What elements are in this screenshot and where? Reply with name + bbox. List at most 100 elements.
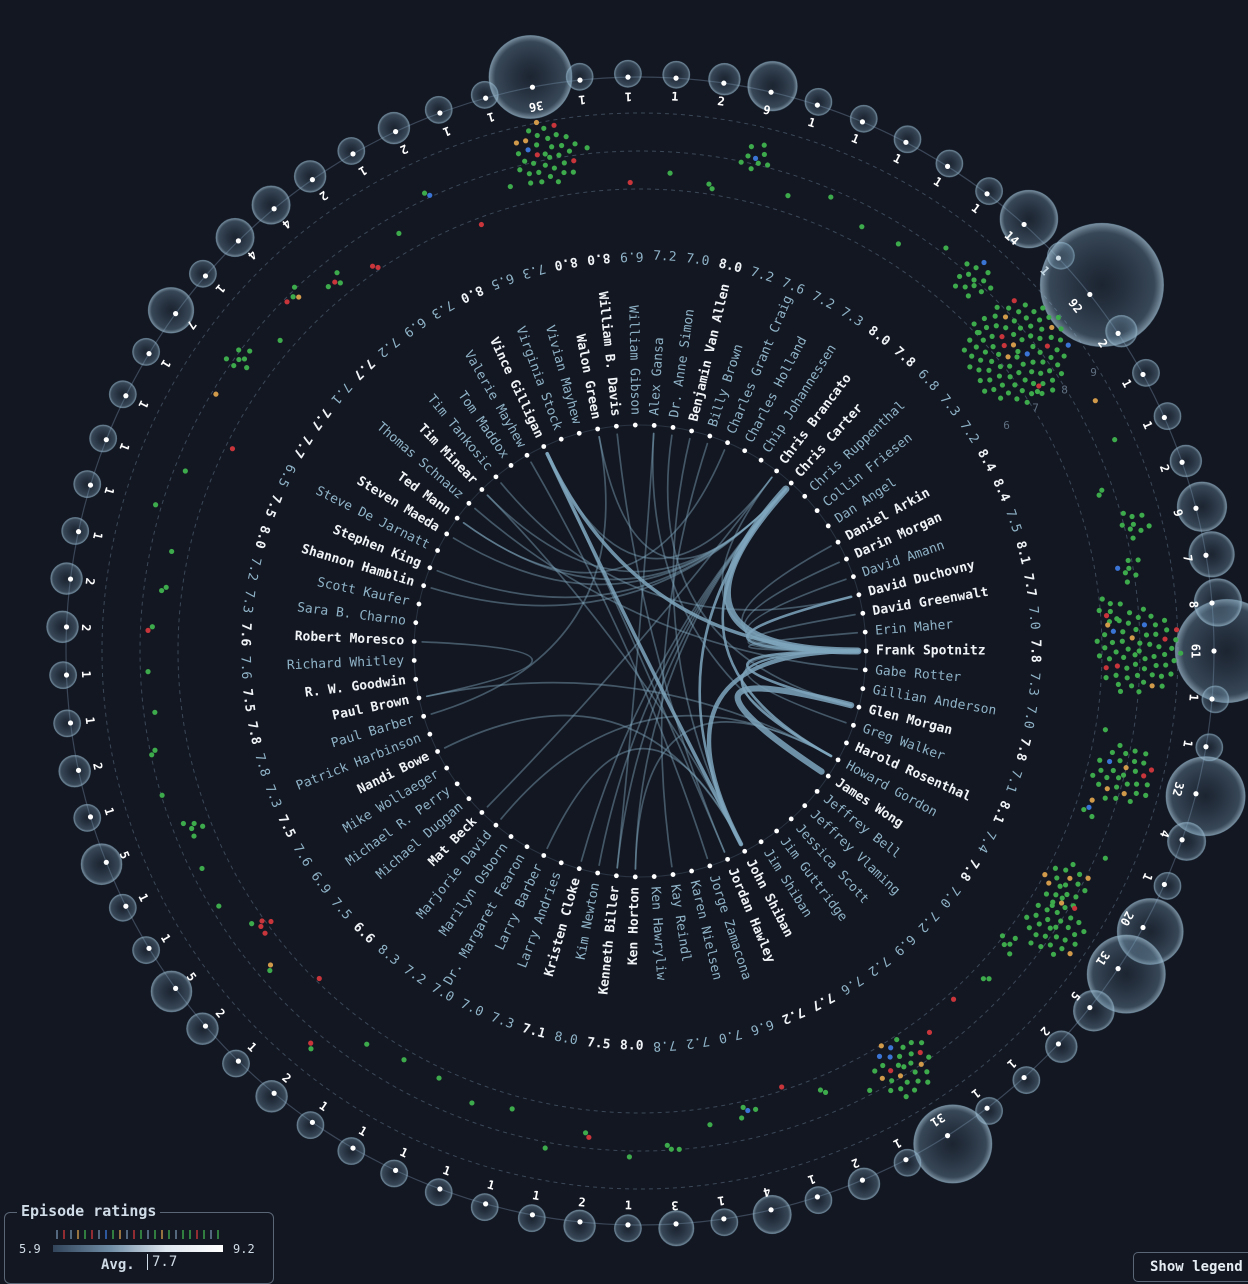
node-howard-gordon[interactable] xyxy=(835,757,841,763)
count-bubble-daniel-arkin[interactable] xyxy=(1131,358,1160,387)
writer-name-kay-reindl[interactable]: Kay Reindl xyxy=(667,883,693,963)
node-william-gibson[interactable] xyxy=(632,422,638,428)
node-patrick-harbinson[interactable] xyxy=(427,731,433,737)
writer-name-gabe-rotter[interactable]: Gabe Rotter xyxy=(875,663,962,685)
node-scott-kaufer[interactable] xyxy=(416,601,422,607)
node-paul-brown[interactable] xyxy=(416,695,422,701)
count-bubble-mike-wollaeger[interactable] xyxy=(132,936,161,965)
node-kay-reindl[interactable] xyxy=(670,872,676,877)
count-bubble-richard-whitley[interactable] xyxy=(49,661,78,690)
node-jordan-hawley[interactable] xyxy=(725,856,730,862)
node-jorge-zamacona[interactable] xyxy=(707,863,713,869)
node-valerie-mayhew[interactable] xyxy=(524,452,530,458)
count-bubble-larry-barber[interactable] xyxy=(380,1159,409,1188)
node-larry-andries[interactable] xyxy=(558,860,564,866)
node-kenneth-biller[interactable] xyxy=(613,873,619,879)
count-bubble-kay-reindl[interactable] xyxy=(710,1208,739,1237)
node-jim-shiban[interactable] xyxy=(758,839,764,845)
count-bubble-tom-maddox[interactable] xyxy=(293,160,327,193)
node-chris-brancato[interactable] xyxy=(774,468,780,474)
node-ken-hawryliw[interactable] xyxy=(651,874,657,879)
count-bubble-jeffrey-vlaming[interactable] xyxy=(1045,1030,1078,1063)
node-alex-gansa[interactable] xyxy=(651,423,657,428)
count-bubble-tim-tankosic[interactable] xyxy=(251,185,291,225)
node-r-w-goodwin[interactable] xyxy=(413,676,419,682)
node-gabe-rotter[interactable] xyxy=(862,667,868,673)
node-marjorie-david[interactable] xyxy=(493,822,499,828)
node-tim-tankosic[interactable] xyxy=(493,474,499,480)
count-bubble-scott-kaufer[interactable] xyxy=(61,516,90,545)
node-mat-beck[interactable] xyxy=(479,810,485,815)
writer-name-william-gibson[interactable]: William Gibson xyxy=(625,305,642,415)
count-bubble-kristen-cloke[interactable] xyxy=(470,1193,499,1222)
node-glen-morgan[interactable] xyxy=(856,704,862,710)
node-collin-friesen[interactable] xyxy=(814,508,820,514)
node-richard-whitley[interactable] xyxy=(411,658,417,663)
node-marilyn-osborn[interactable] xyxy=(508,834,514,839)
count-bubble-jeffrey-bell[interactable] xyxy=(1072,989,1115,1032)
node-benjamin-van-allen[interactable] xyxy=(689,428,695,434)
node-david-amann[interactable] xyxy=(851,574,856,580)
node-karen-nielsen[interactable] xyxy=(689,868,695,874)
count-bubble-shannon-hamblin[interactable] xyxy=(73,470,102,499)
count-bubble-david-greenwalt[interactable] xyxy=(1188,531,1235,578)
node-greg-walker[interactable] xyxy=(851,722,856,728)
node-charles-holland[interactable] xyxy=(742,448,748,454)
writer-name-erin-maher[interactable]: Erin Maher xyxy=(875,617,954,639)
node-steven-maeda[interactable] xyxy=(444,531,450,537)
count-bubble-ted-mann[interactable] xyxy=(147,287,195,334)
node-gillian-anderson[interactable] xyxy=(860,686,866,692)
count-bubble-billy-brown[interactable] xyxy=(804,87,833,116)
node-erin-maher[interactable] xyxy=(862,629,868,635)
node-kim-newton[interactable] xyxy=(595,870,601,876)
node-larry-barber[interactable] xyxy=(541,853,547,858)
count-bubble-darin-morgan[interactable] xyxy=(1153,402,1182,431)
count-bubble-thomas-schnauz[interactable] xyxy=(188,259,217,288)
count-bubble-chip-johannessen[interactable] xyxy=(935,149,964,178)
node-walon-green[interactable] xyxy=(595,426,601,432)
node-sara-b-charno[interactable] xyxy=(413,620,419,626)
count-bubble-john-shiban[interactable] xyxy=(893,1148,922,1177)
count-bubble-mat-beck[interactable] xyxy=(222,1049,251,1078)
writer-name-richard-whitley[interactable]: Richard Whitley xyxy=(287,653,405,673)
count-bubble-valerie-mayhew[interactable] xyxy=(337,136,366,165)
count-bubble-karen-nielsen[interactable] xyxy=(752,1194,792,1235)
count-bubble-david-amann[interactable] xyxy=(1169,444,1203,478)
node-billy-brown[interactable] xyxy=(707,433,713,439)
node-chris-ruppenthal[interactable] xyxy=(802,493,808,499)
node-jessica-scott[interactable] xyxy=(788,816,794,822)
writer-name-ken-horton[interactable]: Ken Horton xyxy=(626,887,643,966)
node-jim-guttridge[interactable] xyxy=(774,828,780,834)
count-bubble-erin-maher[interactable] xyxy=(1193,578,1243,627)
count-bubble-alex-gansa[interactable] xyxy=(662,60,691,89)
count-bubble-jordan-hawley[interactable] xyxy=(847,1167,881,1201)
count-bubble-michael-r-perry[interactable] xyxy=(150,970,193,1013)
node-stephen-king[interactable] xyxy=(427,565,433,571)
count-bubble-r-w-goodwin[interactable] xyxy=(53,709,82,738)
count-bubble-kim-newton[interactable] xyxy=(517,1204,546,1233)
node-jeffrey-vlaming[interactable] xyxy=(802,803,808,809)
node-frank-spotnitz[interactable] xyxy=(863,648,869,654)
node-nandi-bowe[interactable] xyxy=(435,749,440,754)
node-charles-grant-craig[interactable] xyxy=(725,440,730,446)
node-mike-wollaeger[interactable] xyxy=(444,765,450,771)
node-dan-angel[interactable] xyxy=(825,523,831,529)
writer-name-alex-gansa[interactable]: Alex Gansa xyxy=(647,337,667,416)
count-bubble-marilyn-osborn[interactable] xyxy=(296,1111,325,1140)
count-bubble-robert-moresco[interactable] xyxy=(46,610,79,644)
count-bubble-sara-b-charno[interactable] xyxy=(50,562,83,595)
count-bubble-steve-de-jarnatt[interactable] xyxy=(108,380,137,409)
node-james-wong[interactable] xyxy=(825,773,831,779)
writer-name-robert-moresco[interactable]: Robert Moresco xyxy=(294,629,404,649)
count-bubble-patrick-harbinson[interactable] xyxy=(80,843,123,886)
node-william-b-davis[interactable] xyxy=(613,423,619,429)
count-bubble-harold-rosenthal[interactable] xyxy=(1153,871,1182,900)
count-bubble-kenneth-biller[interactable] xyxy=(563,1209,596,1243)
count-bubble-larry-andries[interactable] xyxy=(424,1178,453,1207)
node-john-shiban[interactable] xyxy=(742,848,748,854)
node-chris-carter[interactable] xyxy=(788,480,794,486)
node-kristen-cloke[interactable] xyxy=(576,866,582,872)
writer-name-kenneth-biller[interactable]: Kenneth Biller xyxy=(596,885,622,996)
node-darin-morgan[interactable] xyxy=(844,556,849,562)
node-ken-horton[interactable] xyxy=(632,874,638,880)
